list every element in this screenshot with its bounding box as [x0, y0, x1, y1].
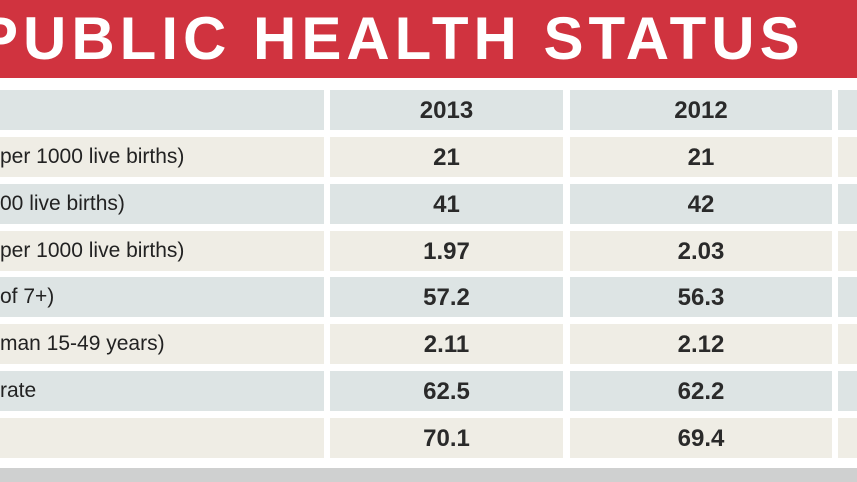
cell-value: 57.2: [330, 277, 563, 317]
cell: [838, 418, 857, 458]
cell-value: 41: [330, 184, 563, 224]
title-band: PUBLIC HEALTH STATUS: [0, 0, 857, 78]
cell-value: 2.03: [570, 231, 832, 271]
row-label: rate: [0, 371, 324, 411]
cell: [838, 137, 857, 177]
cell: [838, 277, 857, 317]
cell-value: 21: [570, 137, 832, 177]
row-label: per 1000 live births): [0, 231, 324, 271]
column-header: 2012: [570, 90, 832, 130]
row-label: per 1000 live births): [0, 137, 324, 177]
row-label: 00 live births): [0, 184, 324, 224]
cell-value: 70.1: [330, 418, 563, 458]
cell: [838, 371, 857, 411]
cell-value: 2.12: [570, 324, 832, 364]
row-label: man 15-49 years): [0, 324, 324, 364]
row-label: [0, 418, 324, 458]
column-header: 2013: [330, 90, 563, 130]
cell-value: 1.97: [330, 231, 563, 271]
cell-value: 62.2: [570, 371, 832, 411]
cell-value: 21: [330, 137, 563, 177]
cell-value: 62.5: [330, 371, 563, 411]
footer-band: [0, 468, 857, 482]
cell-value: 56.3: [570, 277, 832, 317]
header-cell: [0, 90, 324, 130]
row-label: of 7+): [0, 277, 324, 317]
cell-value: 42: [570, 184, 832, 224]
cell-value: 2.11: [330, 324, 563, 364]
title: PUBLIC HEALTH STATUS: [0, 5, 805, 72]
cell: [838, 231, 857, 271]
header-cell: [838, 90, 857, 130]
cell-value: 69.4: [570, 418, 832, 458]
cell: [838, 324, 857, 364]
cell: [838, 184, 857, 224]
